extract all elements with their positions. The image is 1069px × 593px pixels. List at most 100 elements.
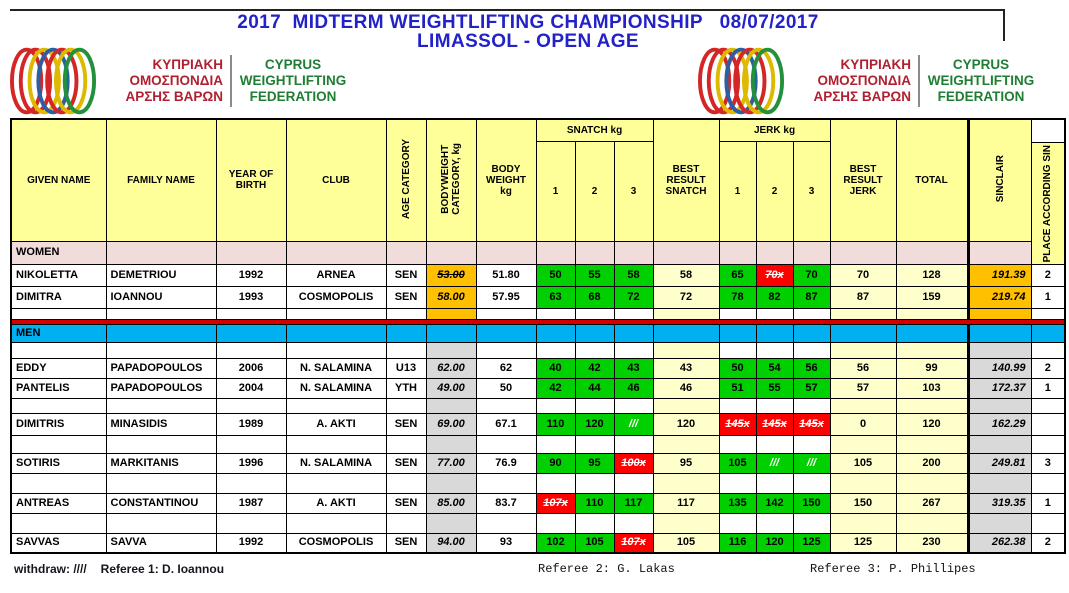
cell-sinclair: 172.37 [966,377,1032,399]
spacer-cell [755,341,794,359]
header-snatch-3: 3 [613,140,654,242]
section-cell [285,323,387,343]
cell-club: N. SALAMINA [285,357,387,379]
cell-best-jerk: 56 [829,357,897,379]
spacer-cell [285,341,387,359]
spacer-cell [718,472,757,494]
spacer-cell [425,434,477,454]
cell-snatch-3: /// [613,412,654,436]
section-cell [475,323,537,343]
section-cell [1030,323,1066,343]
cell-bodyweight-category: 77.00 [425,452,477,474]
spacer-cell [535,472,576,494]
spacer-cell [285,397,387,414]
cell-total: 267 [895,492,969,514]
spacer-cell [475,307,537,320]
cell-given-name: PANTELIS [10,377,107,399]
section-cell [535,323,576,343]
spacer-cell [613,341,654,359]
spacer-cell [652,512,720,534]
spacer-row [10,472,1066,494]
athlete-row: ANTREAS CONSTANTINOU 1987 A. AKTI SEN 85.00 83… [10,492,1066,514]
cell-place: 1 [1030,492,1066,514]
spacer-cell [475,472,537,494]
cell-club: COSMOPOLIS [285,532,387,554]
cell-jerk-1: 105 [718,452,757,474]
spacer-cell [652,434,720,454]
spacer-cell [755,397,794,414]
cell-best-snatch: 46 [652,377,720,399]
cell-best-snatch: 120 [652,412,720,436]
cell-sinclair: 191.39 [966,263,1032,287]
spacer-cell [718,307,757,320]
spacer-cell [829,512,897,534]
cell-bodyweight-category: 62.00 [425,357,477,379]
spacer-cell [895,434,969,454]
cell-body-weight: 67.1 [475,412,537,436]
cell-jerk-2: 82 [755,285,794,309]
athlete-row: DIMITRIS MINASIDIS 1989 A. AKTI SEN 69.00 67.1… [10,412,1066,436]
section-cell [792,240,831,265]
spacer-row [10,307,1066,320]
spacer-cell [10,341,107,359]
cell-given-name: EDDY [10,357,107,379]
cell-age-category: SEN [385,452,427,474]
header-snatch-group: SNATCH kg [535,118,654,142]
section-cell [425,240,477,265]
cell-body-weight: 62 [475,357,537,379]
cell-year-of-birth: 1996 [215,452,287,474]
cell-year-of-birth: 1992 [215,263,287,287]
spacer-cell [215,307,287,320]
spacer-cell [10,512,107,534]
cell-club: N. SALAMINA [285,452,387,474]
spacer-cell [10,472,107,494]
cell-sinclair: 219.74 [966,285,1032,309]
cell-best-jerk: 0 [829,412,897,436]
spacer-cell [792,472,831,494]
cell-snatch-2: 120 [574,412,615,436]
spacer-cell [425,472,477,494]
cell-jerk-3: 150 [792,492,831,514]
cell-best-snatch: 117 [652,492,720,514]
section-cell [535,240,576,265]
withdraw-note: withdraw: //// [14,562,87,576]
spacer-cell [535,512,576,534]
cell-family-name: SAVVA [105,532,217,554]
cell-body-weight: 50 [475,377,537,399]
spacer-cell [755,472,794,494]
cell-age-category: SEN [385,263,427,287]
cell-year-of-birth: 2006 [215,357,287,379]
cell-age-category: YTH [385,377,427,399]
cell-best-snatch: 105 [652,532,720,554]
cell-bodyweight-category: 85.00 [425,492,477,514]
spacer-cell [895,512,969,534]
header-total: TOTAL [895,118,969,242]
federation-name-english: CYPRUS WEIGHTLIFTING FEDERATION [927,57,1035,104]
spacer-cell [215,472,287,494]
cell-bodyweight-category: 58.00 [425,285,477,309]
spacer-cell [829,472,897,494]
cell-bodyweight-category: 94.00 [425,532,477,554]
spacer-cell [829,307,897,320]
cell-jerk-2: 120 [755,532,794,554]
spacer-cell [10,397,107,414]
spacer-cell [613,307,654,320]
cell-best-jerk: 125 [829,532,897,554]
cell-jerk-1: 145x [718,412,757,436]
cell-jerk-2: 142 [755,492,794,514]
page-top-rule [10,9,1005,11]
header-best-result-snatch: BEST RESULT SNATCH [652,118,720,242]
section-cell [105,323,217,343]
cell-best-snatch: 72 [652,285,720,309]
section-cell [755,323,794,343]
cell-body-weight: 83.7 [475,492,537,514]
federation-logo-right: ΚΥΠΡΙΑΚΗ ΟΜΟΣΠΟΝΔΙΑ ΑΡΣΗΣ ΒΑΡΩΝ CYPRUS W… [698,44,1035,118]
section-row-men: MEN [10,323,1066,343]
rings-icon [10,47,97,115]
cell-year-of-birth: 1989 [215,412,287,436]
logo-divider [230,55,232,107]
section-cell [718,240,757,265]
spacer-cell [10,434,107,454]
section-cell [475,240,537,265]
section-cell [215,240,287,265]
